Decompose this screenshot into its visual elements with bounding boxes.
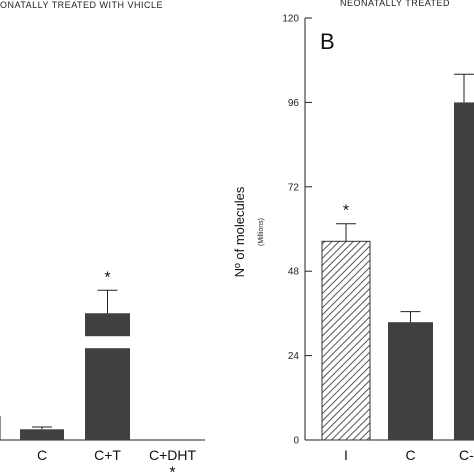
panel-a-bar-upper <box>85 313 130 337</box>
panel-a-bar-lower <box>85 348 130 440</box>
panel-a-category-label: C+T <box>94 447 121 463</box>
panel-b-y-axis-unit: (Millions) <box>258 218 265 246</box>
panel-b-title: NEONATALLY TREATED <box>340 0 450 8</box>
panel-b-category-label: I <box>344 447 348 463</box>
panel-a-bar <box>20 429 64 440</box>
panel-b-category-label: C <box>405 447 415 463</box>
panel-b-bar <box>321 240 371 441</box>
panel-b-y-tick-label: 96 <box>288 98 300 109</box>
panel-b-y-tick-label: 120 <box>282 14 299 25</box>
panel-b-bar <box>388 322 433 440</box>
panel-a-significance-marker: * <box>104 269 110 286</box>
panel-b: NEONATALLY TREATED B Nº of molecules (Mi… <box>232 0 474 463</box>
panel-a: ONATALLY TREATED WITH VHICLE C*C+T*C+DHT <box>0 0 205 474</box>
panel-a-category-label: C <box>37 447 47 463</box>
panel-b-y-tick-label: 0 <box>293 436 299 447</box>
panel-b-y-tick-label: 24 <box>288 351 300 362</box>
panel-b-y-tick-label: 48 <box>288 267 300 278</box>
panel-a-marks: C*C+T*C+DHT <box>20 269 196 474</box>
panel-b-category-label: C- <box>459 447 474 463</box>
panel-a-category-label: C+DHT <box>149 447 197 463</box>
panel-b-y-tick-label: 72 <box>288 182 300 193</box>
panel-b-bar <box>454 102 474 441</box>
panel-b-significance-marker: * <box>343 203 349 220</box>
panel-a-title: ONATALLY TREATED WITH VHICLE <box>0 0 163 10</box>
panel-b-ticks: 0 24 48 72 96 120 <box>282 14 312 447</box>
panel-b-letter: B <box>320 29 335 54</box>
panel-b-y-axis-label: Nº of molecules <box>232 186 247 277</box>
panel-b-marks: * I C C- <box>321 73 474 463</box>
panel-a-significance-marker: * <box>169 464 175 474</box>
